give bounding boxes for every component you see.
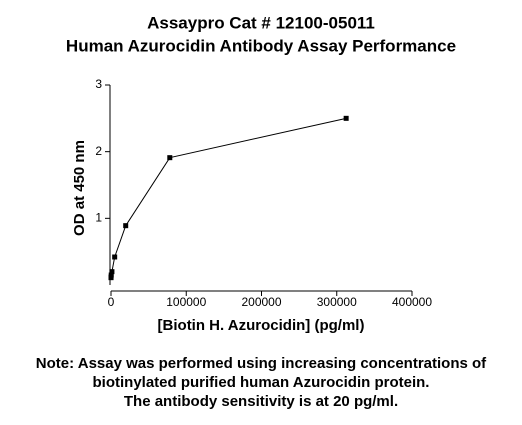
x-tick-label: 0: [108, 295, 115, 309]
point: [123, 223, 129, 229]
note-line: biotinylated purified human Azurocidin p…: [93, 374, 430, 391]
chart-title: Assaypro Cat # 12100-05011: [147, 13, 375, 32]
x-tick-label: 300000: [317, 295, 357, 309]
x-tick-label: 100000: [166, 295, 206, 309]
point: [109, 269, 115, 275]
point: [167, 155, 173, 161]
point: [343, 115, 349, 121]
point: [112, 254, 118, 260]
line: [110, 117, 347, 278]
chart-subtitle: Human Azurocidin Antibody Assay Performa…: [66, 36, 456, 55]
point: [108, 272, 114, 278]
x-tick-label: 200000: [241, 295, 281, 309]
y-axis-label: OD at 450 nm: [71, 140, 88, 236]
note-line: Note: Assay was performed using increasi…: [36, 355, 487, 372]
y-tick-label: 1: [95, 211, 102, 225]
note-line: The antibody sensitivity is at 20 pg/ml.: [124, 393, 398, 410]
y-tick-label: 3: [95, 77, 102, 91]
x-tick-label: 400000: [392, 295, 432, 309]
y-tick-label: 2: [95, 144, 102, 158]
x-axis-label: [Biotin H. Azurocidin] (pg/ml): [158, 317, 365, 334]
